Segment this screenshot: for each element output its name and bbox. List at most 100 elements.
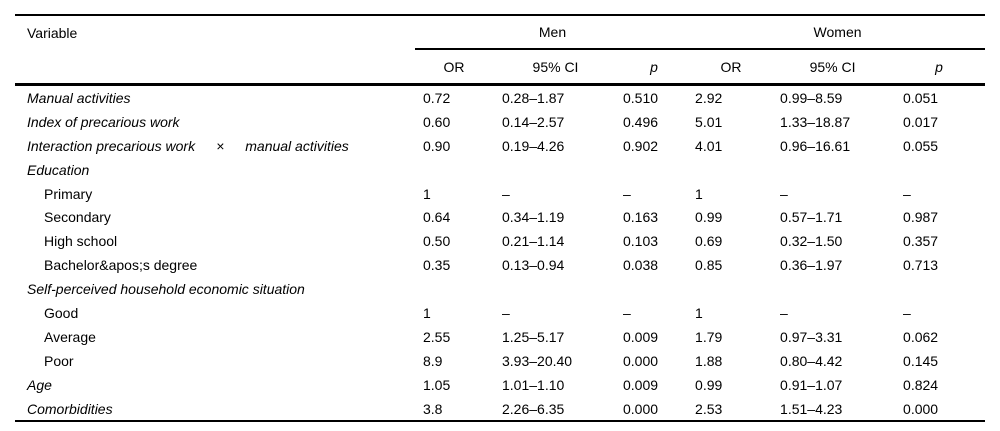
women-ci-cell [772, 277, 893, 301]
women-p-cell: 0.357 [903, 233, 939, 250]
men-or-cell: 8.9 [423, 352, 443, 369]
women-p-cell [893, 158, 985, 182]
women-ci-cell: 0.57–1.71 [780, 209, 843, 226]
women-p-cell [893, 277, 985, 301]
women-or-cell: 0.99 [695, 376, 723, 393]
women-ci-cell: 0.91–1.07 [780, 376, 843, 393]
women-ci-cell: 1.33–18.87 [780, 113, 851, 130]
women-ci-cell: 0.32–1.50 [780, 233, 843, 250]
women-p-cell: 0.017 [903, 113, 939, 130]
men-p-cell: 0.902 [623, 137, 659, 154]
men-or-cell: 0.50 [423, 233, 451, 250]
women-or-cell: 0.99 [695, 209, 723, 226]
men-ci-cell: 0.13–0.94 [502, 257, 565, 274]
table-row: High school 0.50 0.21–1.14 0.103 0.69 0.32–1.… [15, 229, 985, 253]
women-or-cell: 0.69 [695, 233, 723, 250]
men-or-cell: 0.35 [423, 257, 451, 274]
men-p-cell: 0.009 [623, 328, 659, 345]
women-or-header: OR [690, 49, 773, 86]
row-label: Age [27, 376, 52, 393]
variable-column-header: Variable [27, 24, 78, 41]
men-p-cell: 0.038 [623, 257, 659, 274]
men-ci-cell: 2.26–6.35 [502, 400, 565, 417]
results-table: Variable Men Women OR 95% CI p OR 95% CI… [15, 14, 986, 422]
table-row: Self-perceived household economic situat… [15, 277, 985, 301]
women-ci-cell: 0.96–16.61 [780, 137, 851, 154]
men-or-cell: 0.60 [423, 113, 451, 130]
women-p-cell: – [903, 185, 911, 202]
women-ci-cell: 0.99–8.59 [780, 89, 843, 106]
table-row: Average 2.55 1.25–5.17 0.009 1.79 0.97–3.31 0.… [15, 325, 985, 349]
group-header-row: Variable Men Women [15, 15, 986, 50]
men-ci-cell: 0.19–4.26 [502, 137, 565, 154]
table-row: Education [15, 158, 985, 182]
table-row: Comorbidities 3.8 2.26–6.35 0.000 2.53 1.51–4… [15, 397, 985, 422]
women-or-cell: 2.92 [695, 89, 723, 106]
men-or-cell: 1 [423, 185, 431, 202]
women-or-cell: 1.79 [695, 328, 723, 345]
women-ci-cell: 0.97–3.31 [780, 328, 843, 345]
women-ci-cell: – [780, 304, 788, 321]
table-row: Poor 8.9 3.93–20.40 0.000 1.88 0.80–4.42 0.145 [15, 349, 985, 373]
table-body: Manual activities 0.72 0.28–1.87 0.510 2.92 0… [15, 85, 986, 422]
men-ci-cell: 1.25–5.17 [502, 328, 565, 345]
women-p-cell: 0.000 [903, 400, 939, 417]
men-ci-cell: 1.01–1.10 [502, 376, 565, 393]
women-or-cell [690, 158, 772, 182]
men-or-cell: 0.64 [423, 209, 451, 226]
men-or-cell: 0.90 [423, 137, 451, 154]
men-or-cell: 1 [423, 304, 431, 321]
row-label: High school [44, 233, 118, 250]
women-or-cell: 0.85 [695, 257, 723, 274]
table-row: Secondary 0.64 0.34–1.19 0.163 0.99 0.57–1.71… [15, 205, 985, 229]
women-p-cell: 0.062 [903, 328, 939, 345]
women-or-cell: 4.01 [695, 137, 723, 154]
men-p-cell: 0.000 [623, 400, 659, 417]
men-ci-cell: 3.93–20.40 [502, 352, 573, 369]
men-p-cell: 0.103 [623, 233, 659, 250]
men-ci-cell [493, 277, 618, 301]
men-or-cell [415, 158, 493, 182]
empty-header-cell [15, 49, 415, 86]
women-p-cell: – [903, 304, 911, 321]
men-p-cell: 0.510 [623, 89, 659, 106]
women-ci-cell [772, 158, 893, 182]
table-row: Manual activities 0.72 0.28–1.87 0.510 2.92 0… [15, 85, 985, 110]
men-ci-cell [493, 158, 618, 182]
men-ci-cell: 0.21–1.14 [502, 233, 565, 250]
men-p-cell: 0.000 [623, 352, 659, 369]
table-row: Index of precarious work 0.60 0.14–2.57 0.4… [15, 110, 985, 134]
women-p-cell: 0.055 [903, 137, 939, 154]
women-or-cell: 1.88 [695, 352, 723, 369]
row-label: Comorbidities [27, 400, 113, 417]
row-label: Manual activities [27, 89, 131, 106]
row-label: Primary [44, 185, 93, 202]
women-or-cell: 1 [695, 185, 703, 202]
men-p-cell: 0.009 [623, 376, 659, 393]
men-or-cell: 3.8 [423, 400, 443, 417]
row-label: Average [44, 328, 96, 345]
women-ci-header: 95% CI [772, 49, 894, 86]
table-row: Primary 1 – – 1 – – [15, 182, 985, 206]
women-ci-cell: – [780, 185, 788, 202]
men-p-cell: 0.163 [623, 209, 659, 226]
table-row: Good 1 – – 1 – – [15, 301, 985, 325]
men-or-cell: 1.05 [423, 376, 451, 393]
men-p-cell: – [623, 304, 631, 321]
men-p-header: p [618, 49, 691, 86]
women-or-cell: 5.01 [695, 113, 723, 130]
men-ci-header: 95% CI [493, 49, 618, 86]
row-label: Education [27, 161, 90, 178]
women-ci-cell: 0.80–4.42 [780, 352, 843, 369]
row-label: Interaction precarious work × manual act… [27, 137, 349, 154]
group-header-men: Men [415, 15, 691, 50]
row-label: Poor [44, 352, 74, 369]
table-row: Bachelor&apos;s degree 0.35 0.13–0.94 0.038… [15, 253, 985, 277]
men-p-cell: 0.496 [623, 113, 659, 130]
table-row: Age 1.05 1.01–1.10 0.009 0.99 0.91–1.07 0.824 [15, 373, 985, 397]
row-label: Self-perceived household economic situat… [27, 281, 305, 298]
women-p-cell: 0.987 [903, 209, 939, 226]
men-ci-cell: – [502, 304, 510, 321]
men-p-cell: – [623, 185, 631, 202]
women-p-cell: 0.051 [903, 89, 939, 106]
